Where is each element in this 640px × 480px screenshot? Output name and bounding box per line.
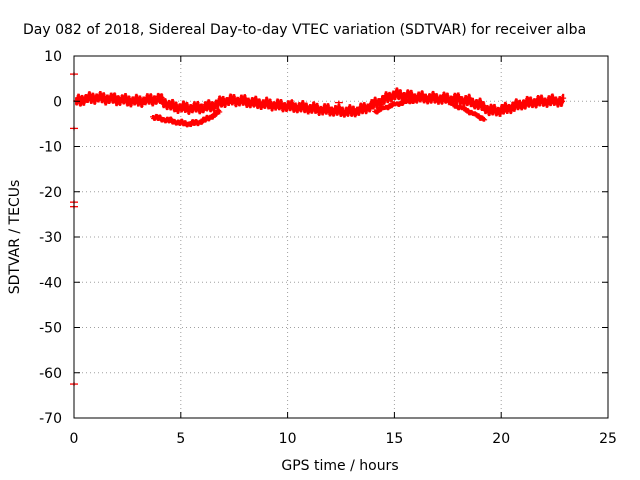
axis-ticks bbox=[73, 55, 609, 419]
y-tick-label: -10 bbox=[39, 140, 62, 156]
y-tick-label: -20 bbox=[39, 185, 62, 201]
series-2 bbox=[372, 96, 419, 115]
y-tick-label: -50 bbox=[39, 321, 62, 337]
y-tick-label: -30 bbox=[39, 230, 62, 246]
x-axis-label: GPS time / hours bbox=[281, 458, 398, 474]
chart-title: Day 082 of 2018, Sidereal Day-to-day VTE… bbox=[23, 22, 586, 38]
x-tick-label: 0 bbox=[70, 431, 79, 447]
x-tick-label: 5 bbox=[176, 431, 185, 447]
x-tick-label: 10 bbox=[279, 431, 297, 447]
x-tick-label: 15 bbox=[385, 431, 403, 447]
y-tick-label: -70 bbox=[39, 411, 62, 427]
series-1 bbox=[150, 108, 223, 128]
tick-labels: 0 5 10 15 20 25 10 0 -10 -20 -30 -40 -50 -60 -70 bbox=[39, 49, 617, 447]
y-tick-label: -60 bbox=[39, 366, 62, 382]
y-tick-label: -40 bbox=[39, 275, 62, 291]
x-tick-label: 25 bbox=[599, 431, 617, 447]
data-series bbox=[70, 72, 567, 387]
y-tick-label: 0 bbox=[53, 94, 62, 110]
x-tick-label: 20 bbox=[492, 431, 510, 447]
y-tick-label: 10 bbox=[44, 49, 62, 65]
series-0 bbox=[73, 87, 567, 118]
y-axis-label: SDTVAR / TECUs bbox=[7, 180, 23, 295]
series-3 bbox=[446, 100, 488, 122]
